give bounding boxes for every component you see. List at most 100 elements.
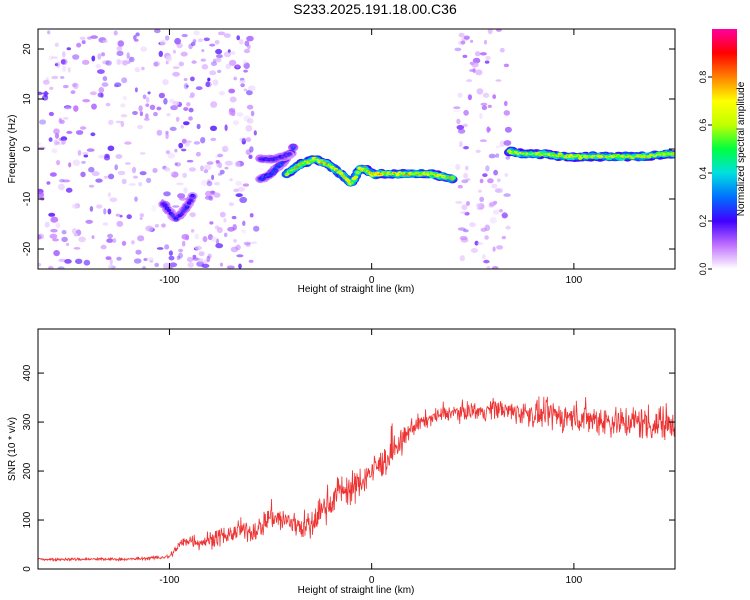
noise-speckle <box>505 156 511 160</box>
signal-cell <box>385 174 388 176</box>
noise-speckle <box>179 197 187 201</box>
signal-cell <box>300 162 303 165</box>
noise-speckle <box>54 42 59 47</box>
noise-speckle <box>484 60 490 64</box>
noise-speckle <box>214 181 220 186</box>
noise-speckle <box>66 130 73 134</box>
noise-speckle <box>174 148 178 153</box>
signal-cell <box>402 173 405 176</box>
noise-speckle <box>487 178 494 184</box>
noise-speckle <box>486 126 491 133</box>
snr-x-tick-label: -100 <box>159 575 179 586</box>
noise-speckle <box>193 30 200 36</box>
signal-cell <box>551 154 554 157</box>
signal-cell <box>362 167 365 170</box>
noise-speckle <box>163 98 168 105</box>
noise-speckle <box>200 179 208 186</box>
noise-speckle <box>146 177 152 183</box>
signal-cell <box>442 175 445 178</box>
noise-speckle <box>228 88 236 94</box>
signal-cell <box>268 174 271 177</box>
spectrogram-x-axis-label: Height of straight line (km) <box>298 284 415 295</box>
noise-speckle <box>48 111 55 117</box>
signal-cell <box>275 167 278 169</box>
signal-cell <box>398 173 401 176</box>
signal-cell <box>342 175 345 177</box>
noise-speckle <box>245 242 251 247</box>
noise-speckle <box>463 172 469 179</box>
signal-cell <box>327 164 330 166</box>
signal-cell <box>550 153 552 155</box>
noise-speckle <box>169 126 177 131</box>
signal-cell <box>533 153 536 155</box>
noise-speckle <box>181 240 186 247</box>
noise-speckle <box>126 52 130 59</box>
signal-cell <box>606 155 609 158</box>
signal-cell <box>166 207 168 209</box>
noise-speckle <box>49 233 58 239</box>
noise-speckle <box>172 49 177 54</box>
noise-speckle <box>470 248 478 253</box>
noise-speckle <box>112 238 117 244</box>
noise-speckle <box>239 137 248 142</box>
signal-cell <box>175 218 178 221</box>
signal-cell <box>427 173 430 175</box>
signal-cell <box>169 212 172 215</box>
signal-cell <box>272 169 275 172</box>
noise-speckle <box>495 79 502 82</box>
signal-cell <box>279 156 282 159</box>
spectrogram-x-tick-label: 0 <box>369 275 375 286</box>
noise-speckle <box>47 30 51 35</box>
signal-cell <box>281 161 284 163</box>
noise-speckle <box>145 97 150 103</box>
noise-speckle <box>496 29 502 32</box>
signal-cell <box>413 173 416 175</box>
noise-speckle <box>101 52 105 57</box>
signal-cell <box>650 154 653 156</box>
noise-speckle <box>246 104 254 110</box>
noise-speckle <box>194 233 200 240</box>
noise-speckle <box>245 149 251 156</box>
noise-speckle <box>456 125 465 130</box>
noise-speckle <box>65 187 73 193</box>
signal-cell <box>378 173 381 175</box>
noise-speckle <box>235 193 243 198</box>
noise-speckle <box>215 57 222 63</box>
noise-speckle <box>245 137 252 143</box>
noise-speckle <box>133 175 138 179</box>
signal-cell <box>617 155 620 158</box>
noise-speckle <box>492 209 500 215</box>
noise-speckle <box>122 95 127 101</box>
noise-speckle <box>228 59 237 66</box>
noise-speckle <box>81 59 90 65</box>
noise-speckle <box>235 244 241 251</box>
noise-speckle <box>235 180 243 186</box>
noise-speckle <box>156 106 162 111</box>
signal-cell <box>418 174 421 177</box>
spectrogram-y-tick-label: 20 <box>22 43 33 55</box>
noise-speckle <box>218 161 223 169</box>
noise-speckle <box>210 137 217 142</box>
signal-cell <box>626 156 629 158</box>
noise-speckle <box>504 173 509 177</box>
noise-speckle <box>154 224 159 228</box>
signal-cell <box>407 174 410 176</box>
noise-speckle <box>200 165 204 172</box>
noise-speckle <box>115 213 121 217</box>
signal-cell <box>405 173 408 175</box>
noise-speckle <box>58 138 64 141</box>
signal-cell <box>561 154 563 157</box>
snr-y-tick-label: 0 <box>22 566 33 572</box>
noise-speckle <box>60 58 68 65</box>
noise-speckle <box>198 251 205 257</box>
noise-speckle <box>225 63 231 70</box>
spectrogram-x-tick-label: 100 <box>566 275 583 286</box>
noise-speckle <box>223 218 227 223</box>
noise-speckle <box>186 102 191 107</box>
noise-speckle <box>142 94 147 100</box>
noise-speckle <box>181 148 187 152</box>
signal-cell <box>440 174 443 177</box>
noise-speckle <box>39 119 47 125</box>
signal-cell <box>668 153 671 155</box>
noise-speckle <box>80 171 86 178</box>
